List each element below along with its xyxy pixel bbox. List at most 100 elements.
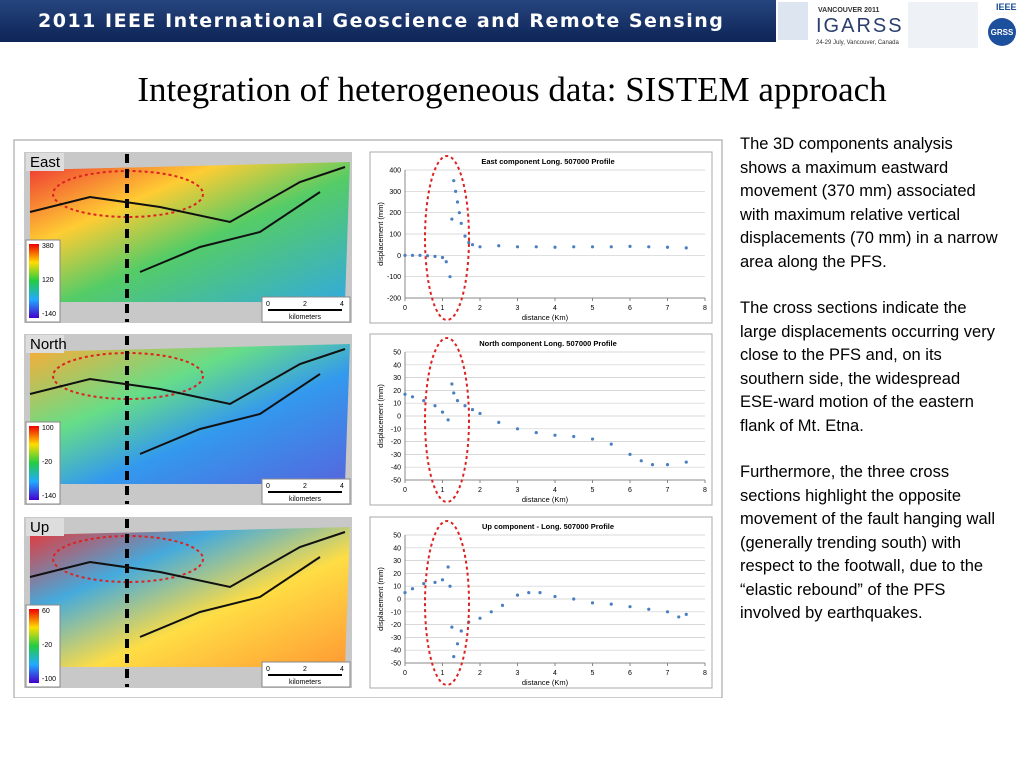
point — [433, 404, 437, 408]
point — [450, 217, 454, 221]
point — [572, 597, 576, 601]
map-label: North — [30, 336, 67, 353]
point — [455, 642, 460, 646]
y-tick-label: -10 — [391, 426, 401, 433]
point — [457, 211, 461, 215]
y-tick-label: -20 — [391, 439, 401, 446]
point — [403, 591, 407, 595]
point — [489, 610, 493, 614]
map — [30, 527, 350, 667]
point — [446, 565, 450, 569]
faults — [139, 556, 321, 638]
point — [455, 399, 460, 403]
point — [450, 625, 454, 629]
point — [440, 255, 445, 260]
y-tick-label: -50 — [391, 478, 401, 485]
x-tick-label: 0 — [403, 305, 407, 312]
point — [440, 410, 445, 414]
point — [553, 433, 557, 437]
highlight — [424, 155, 470, 321]
grss-circle — [988, 18, 1016, 46]
scale-tick: 2 — [303, 301, 307, 308]
y-tick-label: 100 — [389, 232, 401, 239]
chart-title: North component Long. 507000 Profile — [479, 339, 617, 348]
x-tick-label: 3 — [516, 487, 520, 494]
ieee: IEEE — [996, 2, 1017, 12]
point — [410, 395, 415, 399]
y-tick-label: -40 — [391, 465, 401, 472]
faults — [29, 531, 346, 589]
point — [677, 615, 681, 619]
x-tick-label: 6 — [628, 670, 632, 677]
point — [590, 245, 595, 249]
x-tick-label: 4 — [553, 305, 557, 312]
map-label-bg — [26, 335, 64, 353]
y-tick-label: 40 — [393, 545, 401, 552]
point — [572, 245, 576, 249]
point — [684, 460, 688, 464]
point — [609, 245, 613, 249]
chart-box — [369, 333, 713, 506]
paragraph: The 3D components analysis shows a maxim… — [740, 135, 998, 271]
point — [553, 245, 557, 249]
map-label: Up — [30, 519, 49, 536]
point — [478, 616, 482, 620]
scale-tick: 4 — [340, 666, 344, 673]
title: Integration of heterogeneous data: SISTE… — [137, 70, 887, 109]
paragraph: Furthermore, the three cross sections hi… — [740, 463, 995, 622]
point — [497, 244, 501, 248]
point — [665, 610, 670, 614]
colorbar-label: 120 — [42, 277, 54, 284]
point — [665, 463, 670, 467]
y-tick-label: 20 — [393, 571, 401, 578]
x-tick-label: 8 — [703, 487, 707, 494]
point — [403, 392, 407, 396]
point — [446, 418, 450, 422]
y-tick-label: 20 — [393, 388, 401, 395]
point — [628, 452, 632, 456]
colorbar-label: 380 — [42, 243, 54, 250]
y-tick-label: 40 — [393, 362, 401, 369]
point — [538, 591, 542, 595]
chart-box — [369, 151, 713, 324]
logos: VANCOUVER 2011 IGARSS 24-29 July, Vancou… — [778, 0, 1024, 50]
point — [470, 243, 475, 247]
point — [478, 245, 482, 249]
y-tick-label: -20 — [391, 622, 401, 629]
chart-box — [369, 516, 713, 689]
y-tick-label: -10 — [391, 609, 401, 616]
logo-image — [778, 2, 808, 40]
point — [684, 612, 688, 616]
logo-main: IGARSS — [816, 15, 904, 37]
point — [403, 253, 407, 257]
x-tick-label: 1 — [441, 305, 445, 312]
y-tick-label: 50 — [393, 533, 401, 540]
point — [628, 605, 632, 609]
x-tick-label: 0 — [403, 670, 407, 677]
colorbar-label: -100 — [42, 676, 56, 683]
point — [665, 245, 670, 249]
point — [452, 179, 456, 183]
point — [448, 275, 452, 279]
point — [410, 587, 415, 591]
x-tick-label: 3 — [516, 305, 520, 312]
chart-title: East component Long. 507000 Profile — [481, 157, 614, 166]
highlight — [424, 337, 470, 503]
faults — [29, 348, 346, 406]
point — [609, 442, 613, 446]
map-logo — [908, 2, 978, 48]
point — [553, 594, 557, 599]
x-tick-label: 6 — [628, 487, 632, 494]
point — [448, 584, 452, 588]
y-tick-label: -200 — [387, 296, 401, 303]
point — [450, 382, 454, 386]
y-tick-label: 300 — [389, 189, 401, 196]
y-tick-label: 50 — [393, 350, 401, 357]
x-axis-label: distance (Km) — [522, 495, 569, 504]
y-axis-label: displacement (mm) — [376, 202, 385, 266]
y-axis-label: displacement (mm) — [376, 567, 385, 631]
colorbar-label: -20 — [42, 642, 52, 649]
logo-top: VANCOUVER 2011 — [818, 7, 879, 14]
x-tick-label: 2 — [478, 670, 482, 677]
